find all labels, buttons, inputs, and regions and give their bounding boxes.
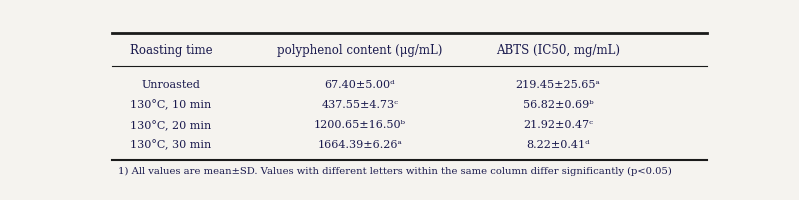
Text: 437.55±4.73ᶜ: 437.55±4.73ᶜ	[321, 100, 399, 110]
Text: polyphenol content (μg/mL): polyphenol content (μg/mL)	[277, 44, 443, 57]
Text: 21.92±0.47ᶜ: 21.92±0.47ᶜ	[523, 120, 593, 130]
Text: Roasting time: Roasting time	[129, 44, 213, 57]
Text: 1) All values are mean±SD. Values with different letters within the same column : 1) All values are mean±SD. Values with d…	[118, 167, 672, 176]
Text: 219.45±25.65ᵃ: 219.45±25.65ᵃ	[515, 80, 601, 90]
Text: 1200.65±16.50ᵇ: 1200.65±16.50ᵇ	[314, 120, 406, 130]
Text: 130°C, 10 min: 130°C, 10 min	[130, 100, 212, 110]
Text: Unroasted: Unroasted	[141, 80, 201, 90]
Text: 1664.39±6.26ᵃ: 1664.39±6.26ᵃ	[317, 139, 403, 149]
Text: 130°C, 20 min: 130°C, 20 min	[130, 120, 212, 130]
Text: 67.40±5.00ᵈ: 67.40±5.00ᵈ	[324, 80, 396, 90]
Text: 130°C, 30 min: 130°C, 30 min	[130, 139, 212, 150]
Text: ABTS (IC50, mg/mL): ABTS (IC50, mg/mL)	[496, 44, 620, 57]
Text: 8.22±0.41ᵈ: 8.22±0.41ᵈ	[527, 139, 590, 149]
Text: 56.82±0.69ᵇ: 56.82±0.69ᵇ	[523, 100, 594, 110]
